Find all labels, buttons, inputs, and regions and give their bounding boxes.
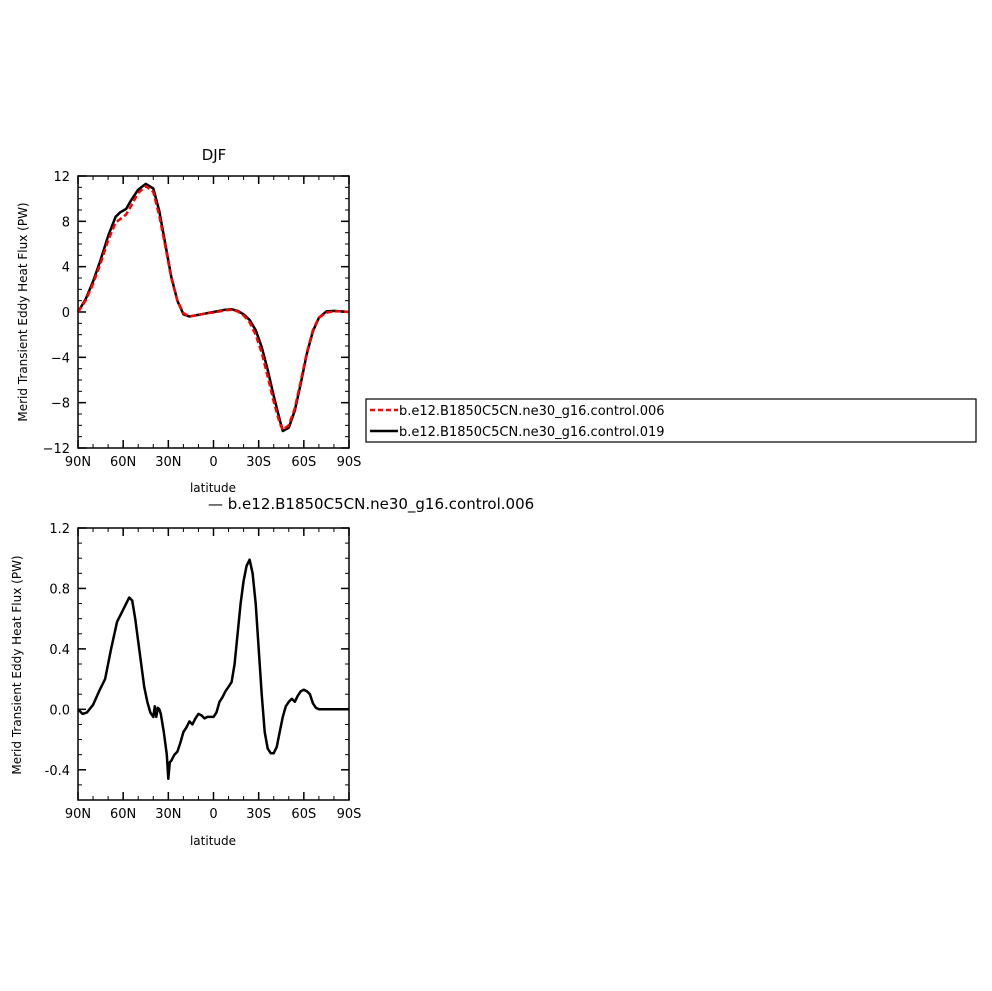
top-y-tick-label: 8 bbox=[62, 215, 70, 230]
bottom-x-tick-label: 90S bbox=[337, 807, 362, 822]
top-series-line-1 bbox=[76, 182, 350, 433]
top-x-tick-label: 0 bbox=[209, 455, 217, 470]
bottom-series-line-0 bbox=[77, 558, 349, 781]
top-y-tick-label: 12 bbox=[53, 170, 70, 185]
legend: b.e12.B1850C5CN.ne30_g16.control.006 b.e… bbox=[365, 398, 977, 443]
top-series-lines bbox=[76, 182, 350, 433]
top-y-tick-label: 4 bbox=[62, 261, 70, 276]
top-series-line-0 bbox=[76, 184, 350, 432]
bottom-panel: — b.e12.B1850C5CN.ne30_g16.control.006 M… bbox=[10, 495, 534, 848]
top-x-tick-label: 30N bbox=[155, 455, 181, 470]
top-y-tick-label: 0 bbox=[62, 306, 70, 321]
bottom-x-tick-label: 90N bbox=[65, 807, 91, 822]
top-x-tick-label: 90S bbox=[337, 455, 362, 470]
bottom-series-lines bbox=[77, 558, 349, 781]
top-y-tick-label: −8 bbox=[51, 397, 70, 412]
bottom-y-tick-label: 0.4 bbox=[49, 643, 70, 658]
top-panel: DJF Merid Transient Eddy Heat Flux (PW) … bbox=[16, 146, 361, 495]
bottom-x-tick-label: 60S bbox=[291, 807, 316, 822]
bottom-y-axis-title: Merid Transient Eddy Heat Flux (PW) bbox=[10, 555, 24, 774]
top-x-tick-label: 60S bbox=[291, 455, 316, 470]
top-x-tick-label: 90N bbox=[65, 455, 91, 470]
bottom-x-tick-label: 30S bbox=[246, 807, 271, 822]
top-ticks: 90N 60N 30N 0 30S 60S 90S −12 −8 −4 0 4 8 12 bbox=[43, 170, 362, 470]
bottom-plot-title: — b.e12.B1850C5CN.ne30_g16.control.006 bbox=[208, 495, 534, 514]
top-plot-frame bbox=[77, 175, 350, 449]
legend-label-006: b.e12.B1850C5CN.ne30_g16.control.006 bbox=[399, 404, 665, 419]
bottom-y-tick-label: -0.4 bbox=[45, 764, 70, 779]
bottom-x-tick-label: 30N bbox=[155, 807, 181, 822]
bottom-x-axis-title: latitude bbox=[190, 834, 236, 848]
bottom-y-tick-label: 1.2 bbox=[49, 522, 70, 537]
legend-label-019: b.e12.B1850C5CN.ne30_g16.control.019 bbox=[399, 425, 665, 440]
top-x-tick-label: 30S bbox=[246, 455, 271, 470]
bottom-x-tick-label: 60N bbox=[110, 807, 136, 822]
top-x-tick-label: 60N bbox=[110, 455, 136, 470]
top-y-axis-title: Merid Transient Eddy Heat Flux (PW) bbox=[16, 202, 30, 421]
bottom-x-tick-label: 0 bbox=[209, 807, 217, 822]
top-y-tick-label: −4 bbox=[51, 351, 70, 366]
top-x-axis-title: latitude bbox=[190, 481, 236, 495]
legend-box bbox=[365, 398, 977, 443]
bottom-plot-frame bbox=[77, 527, 350, 801]
bottom-y-tick-label: 0.0 bbox=[49, 703, 70, 718]
bottom-y-tick-label: 0.8 bbox=[49, 582, 70, 597]
top-plot-title: DJF bbox=[202, 146, 227, 164]
bottom-ticks: 90N 60N 30N 0 30S 60S 90S -0.4 0.0 0.4 0.8 1.2 bbox=[45, 522, 362, 822]
top-y-tick-label: −12 bbox=[43, 442, 70, 457]
